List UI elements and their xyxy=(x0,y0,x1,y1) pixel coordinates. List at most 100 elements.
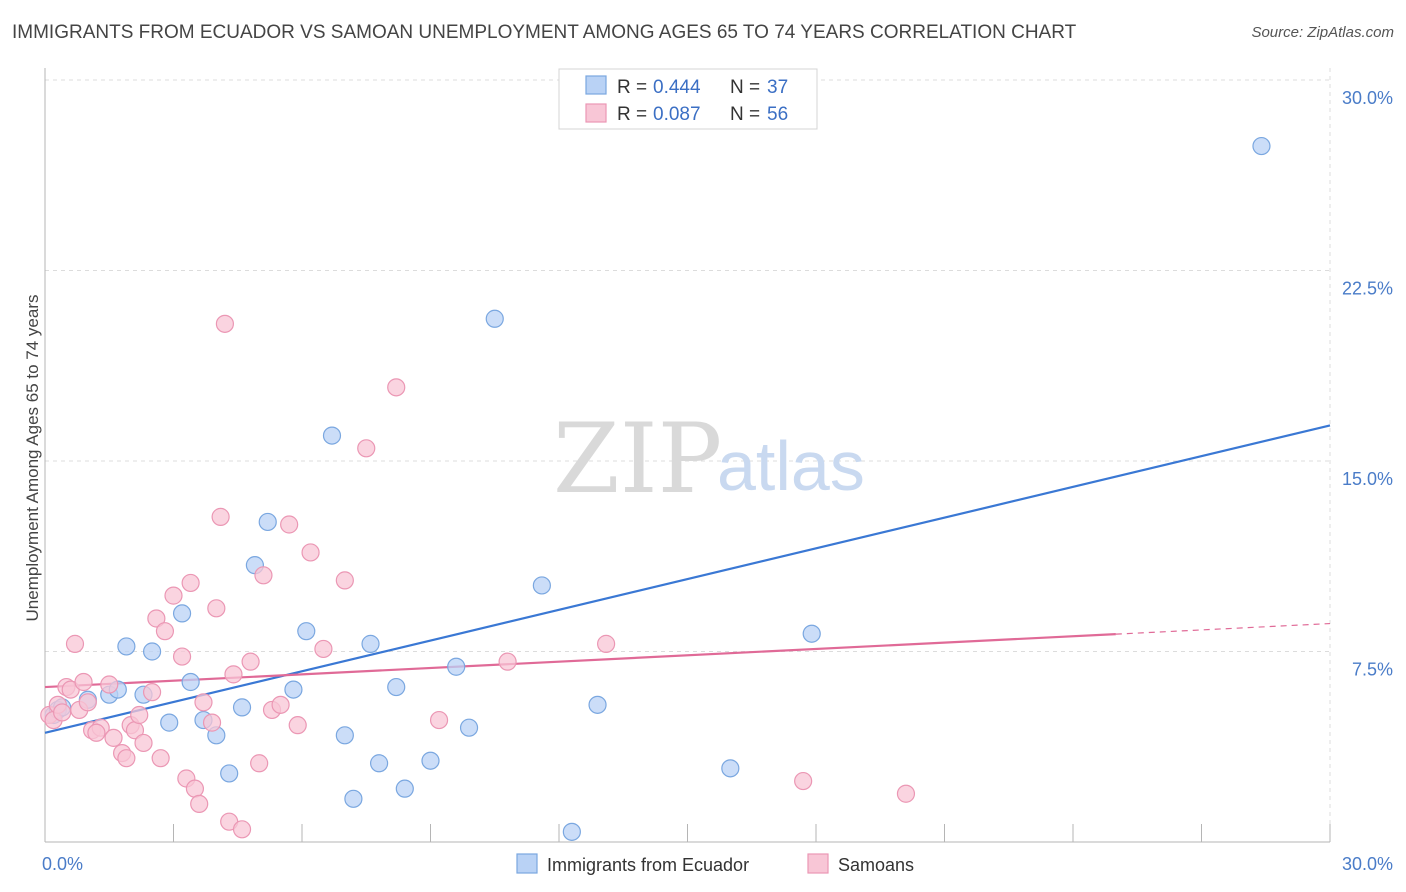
samoan-point-18 xyxy=(134,733,153,753)
ecuador-point-6 xyxy=(117,637,136,656)
bottom-legend: Immigrants from Ecuador Samoans xyxy=(516,853,914,875)
y-tick-label-3: 30.0% xyxy=(1342,88,1393,108)
chart-source: Source: ZipAtlas.com xyxy=(1251,24,1394,41)
x-tick-label-1: 30.0% xyxy=(1342,854,1393,874)
ecuador-point-9 xyxy=(160,713,179,732)
y-tick-label-1: 15.0% xyxy=(1342,469,1393,489)
legend-n-value-ecuador: 37 xyxy=(767,77,788,98)
ecuador-point-8 xyxy=(142,642,162,661)
ecuador-point-24 xyxy=(370,754,389,773)
samoan-point-52 xyxy=(794,771,813,791)
samoan-point-41 xyxy=(271,695,290,714)
legend: R = 0.444 N = 37 R = 0.087 N = 56 xyxy=(558,68,818,130)
samoan-point-42 xyxy=(280,515,299,534)
samoan-point-24 xyxy=(172,647,192,666)
samoan-point-47 xyxy=(357,439,376,458)
ecuador-point-21 xyxy=(335,726,354,745)
samoan-point-21 xyxy=(151,749,170,768)
samoan-point-31 xyxy=(207,599,226,618)
samoan-point-45 xyxy=(314,639,333,659)
ecuador-point-33 xyxy=(588,695,607,714)
bottom-legend-swatch-samoans xyxy=(807,853,829,874)
chart-title: IMMIGRANTS FROM ECUADOR VS SAMOAN UNEMPL… xyxy=(12,22,1077,43)
legend-n-label-samoans: N = xyxy=(730,104,760,125)
y-tick-labels: 7.5% 15.0% 22.5% 30.0% xyxy=(1342,88,1393,680)
ecuador-point-14 xyxy=(220,764,239,783)
ecuador-point-36 xyxy=(1252,136,1271,156)
bottom-legend-label-ecuador: Immigrants from Ecuador xyxy=(547,855,749,875)
y-axis-label: Unemployment Among Ages 65 to 74 years xyxy=(23,295,42,622)
samoan-point-43 xyxy=(288,716,307,735)
legend-swatch-ecuador xyxy=(585,75,607,95)
watermark-zip: ZIP xyxy=(553,403,722,515)
samoan-point-46 xyxy=(335,571,354,590)
samoan-point-37 xyxy=(241,652,260,671)
samoan-point-39 xyxy=(254,566,273,585)
samoan-point-33 xyxy=(215,314,234,333)
ecuador-point-18 xyxy=(284,680,303,699)
bottom-legend-label-samoans: Samoans xyxy=(838,855,914,875)
samoan-point-12 xyxy=(104,728,123,747)
samoan-point-11 xyxy=(100,675,119,694)
samoan-point-49 xyxy=(429,710,449,730)
y-tick-label-0: 7.5% xyxy=(1352,660,1393,680)
legend-n-value-samoans: 56 xyxy=(767,104,788,125)
samoan-point-38 xyxy=(250,754,269,773)
y-tick-label-2: 22.5% xyxy=(1342,279,1393,299)
trend-lines xyxy=(44,424,1331,734)
samoan-point-5 xyxy=(65,634,85,653)
x-tick-label-0: 0.0% xyxy=(42,854,83,874)
samoan-point-20 xyxy=(147,609,166,628)
samoan-point-53 xyxy=(896,784,916,803)
ecuador-point-10 xyxy=(172,604,192,623)
ecuador-point-17 xyxy=(258,512,277,532)
ecuador-point-23 xyxy=(361,634,380,653)
samoan-point-29 xyxy=(194,693,213,712)
samoan-point-54 xyxy=(53,703,72,722)
ecuador-point-31 xyxy=(532,576,551,595)
ecuador-point-15 xyxy=(232,698,252,717)
samoan-point-55 xyxy=(87,723,106,742)
samoan-point-44 xyxy=(301,543,320,562)
samoan-point-50 xyxy=(498,652,517,671)
legend-n-label-ecuador: N = xyxy=(730,77,760,98)
ecuador-point-30 xyxy=(485,309,504,328)
ecuador-point-11 xyxy=(181,672,200,692)
ecuador-point-19 xyxy=(297,622,316,641)
samoan-point-36 xyxy=(232,820,252,839)
samoan-point-35 xyxy=(224,665,243,684)
legend-r-label-ecuador: R = xyxy=(617,77,647,98)
ecuador-point-35 xyxy=(802,624,821,643)
ecuador-point-28 xyxy=(447,657,466,676)
bottom-legend-swatch-ecuador xyxy=(516,853,538,874)
samoan-point-8 xyxy=(78,693,97,712)
ecuador-point-27 xyxy=(421,751,440,770)
legend-r-value-samoans: 0.087 xyxy=(653,104,701,125)
ecuador-point-20 xyxy=(322,426,342,445)
samoan-point-28 xyxy=(190,794,209,814)
ecuador-point-29 xyxy=(459,718,479,737)
samoan-point-51 xyxy=(597,634,616,653)
ecuador-point-22 xyxy=(344,789,363,808)
samoan-point-22 xyxy=(155,622,175,641)
samoan-point-26 xyxy=(181,573,200,593)
samoan-point-7 xyxy=(74,672,93,692)
data-points xyxy=(40,136,1271,841)
ecuador-point-26 xyxy=(395,779,414,798)
samoan-point-27 xyxy=(185,779,205,798)
legend-swatch-samoans xyxy=(585,103,607,123)
samoan-point-23 xyxy=(164,586,183,605)
samoan-point-32 xyxy=(211,507,230,526)
watermark-atlas: atlas xyxy=(717,427,865,505)
samoan-point-30 xyxy=(202,713,222,732)
legend-r-value-ecuador: 0.444 xyxy=(653,77,701,98)
ecuador-point-25 xyxy=(387,677,406,697)
samoan-point-17 xyxy=(130,705,149,725)
samoan-point-48 xyxy=(387,378,406,397)
x-tick-labels: 0.0% 30.0% xyxy=(42,854,1393,874)
samoan-trend-line-extension xyxy=(1115,622,1331,635)
ecuador-point-32 xyxy=(562,822,581,841)
samoan-point-19 xyxy=(142,683,162,702)
samoan-point-14 xyxy=(117,749,136,768)
